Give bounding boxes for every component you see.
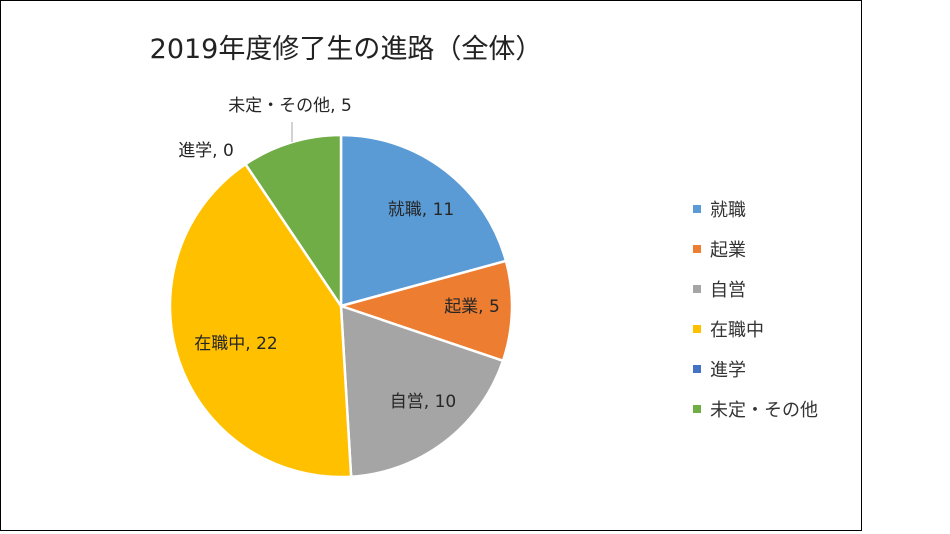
pie-slice-3 (168, 162, 353, 479)
legend-item: 進学 (693, 349, 818, 389)
legend-swatch (693, 205, 701, 213)
legend-label: 就職 (710, 200, 746, 221)
chart-title: 2019年度修了生の進路（全体） (149, 34, 543, 65)
legend-label: 在職中 (710, 320, 764, 341)
legend-item: 自営 (693, 269, 818, 309)
chart-area: 2019年度修了生の進路（全体） 就職, 11 起業, 5 自営, 10 在職中, 2… (0, 0, 862, 531)
pie-slice-1 (336, 259, 514, 363)
legend-swatch (693, 285, 701, 293)
legend-item: 未定・その他 (693, 389, 818, 429)
legend-swatch (693, 405, 701, 413)
legend-swatch (693, 365, 701, 373)
pie-slice-2 (339, 304, 505, 479)
pie-slice-0 (339, 133, 508, 308)
data-label-4: 進学, 0 (178, 141, 234, 161)
data-label-2: 自営, 10 (390, 392, 456, 412)
legend-label: 未定・その他 (710, 400, 818, 421)
data-label-0: 就職, 11 (388, 200, 454, 220)
legend-label: 進学 (710, 360, 746, 381)
data-label-5: 未定・その他, 5 (228, 96, 352, 116)
legend-item: 就職 (693, 189, 818, 229)
data-label-1: 起業, 5 (444, 297, 500, 317)
legend-label: 起業 (710, 240, 746, 261)
legend-item: 起業 (693, 229, 818, 269)
legend-swatch (693, 245, 701, 253)
pie-chart: 就職, 11 起業, 5 自営, 10 在職中, 22 進学, 0 未定・その他, 5 (168, 96, 514, 479)
legend-label: 自営 (710, 280, 746, 301)
chart-legend: 就職起業自営在職中進学未定・その他 (693, 189, 818, 429)
legend-swatch (693, 325, 701, 333)
data-label-3: 在職中, 22 (194, 334, 277, 354)
legend-item: 在職中 (693, 309, 818, 349)
pie-slice-5 (243, 133, 343, 311)
